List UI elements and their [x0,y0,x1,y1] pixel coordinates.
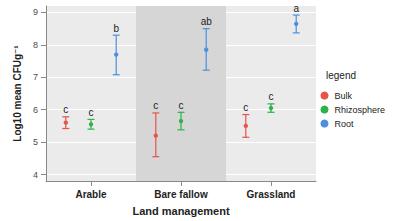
svg-text:Bulk: Bulk [334,91,352,101]
svg-text:7: 7 [33,72,38,82]
svg-text:c: c [63,104,68,115]
svg-text:legend: legend [326,70,356,81]
svg-text:Root: Root [334,119,354,129]
svg-text:6: 6 [33,105,38,115]
svg-text:4: 4 [33,170,38,180]
svg-text:c: c [269,91,274,102]
svg-text:c: c [243,102,248,113]
svg-text:Rhizosphere: Rhizosphere [334,105,385,115]
svg-text:c: c [153,100,158,111]
svg-text:8: 8 [33,40,38,50]
svg-text:a: a [293,3,299,14]
svg-text:Arable: Arable [75,189,107,200]
svg-text:Bare fallow: Bare fallow [154,189,208,200]
svg-text:ab: ab [201,16,213,27]
svg-text:5: 5 [33,137,38,147]
svg-text:9: 9 [33,7,38,17]
svg-text:Log10 mean CFUg⁻¹: Log10 mean CFUg⁻¹ [12,45,23,142]
svg-text:Grassland: Grassland [247,189,296,200]
svg-text:c: c [89,107,94,118]
svg-text:c: c [179,100,184,111]
svg-text:Land management: Land management [132,205,230,217]
svg-text:b: b [113,23,119,34]
